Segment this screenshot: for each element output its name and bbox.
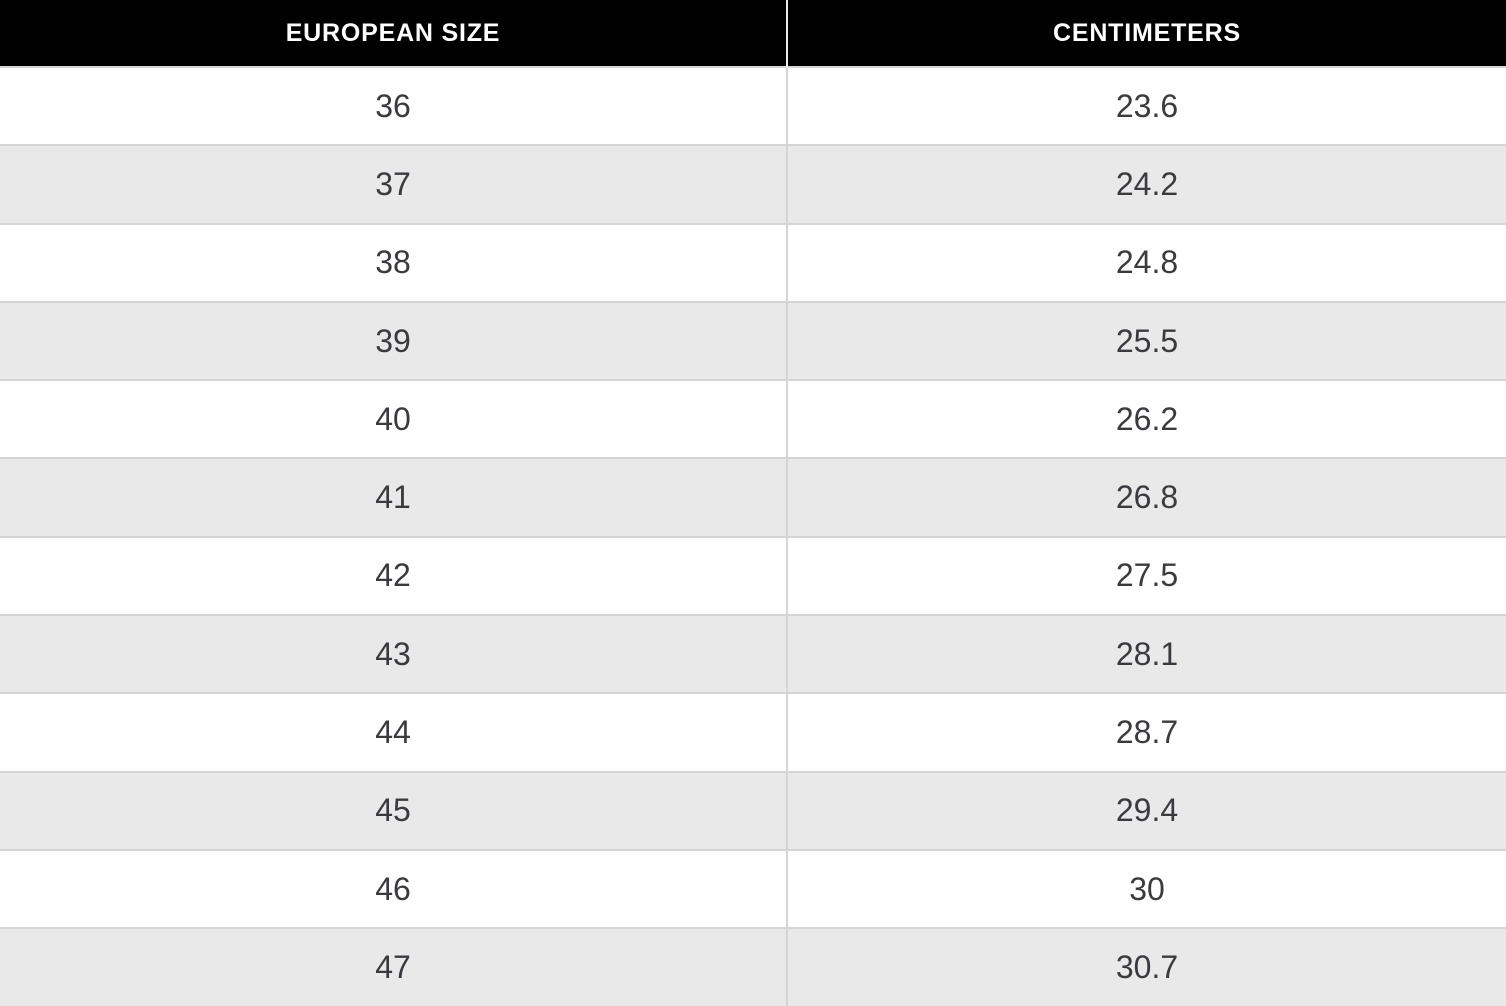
eu-size-cell: 42 xyxy=(0,535,787,616)
eu-size-cell: 41 xyxy=(0,457,787,537)
cm-cell: 26.2 xyxy=(786,379,1506,459)
eu-size-cell: 39 xyxy=(0,300,787,381)
table-row: 41 26.8 xyxy=(0,457,1506,537)
table-body: 36 23.6 37 24.2 38 24.8 39 25.5 40 26.2 41 26.8 42 27… xyxy=(0,65,1506,1006)
cm-cell: 30 xyxy=(786,848,1506,929)
table-row: 38 24.8 xyxy=(0,222,1506,302)
table-header: EUROPEAN SIZE CENTIMETERS xyxy=(0,0,1506,67)
table-row: 46 30 xyxy=(0,848,1506,929)
cm-cell: 26.8 xyxy=(786,457,1506,537)
cm-cell: 27.5 xyxy=(786,535,1506,616)
table-row: 47 30.7 xyxy=(0,927,1506,1006)
eu-size-cell: 46 xyxy=(0,848,787,929)
cm-cell: 24.8 xyxy=(786,222,1506,302)
table-row: 40 26.2 xyxy=(0,379,1506,459)
eu-size-cell: 37 xyxy=(0,144,787,224)
header-row: EUROPEAN SIZE CENTIMETERS xyxy=(0,0,1506,67)
table-row: 36 23.6 xyxy=(0,65,1506,146)
table-row: 39 25.5 xyxy=(0,300,1506,381)
eu-size-cell: 40 xyxy=(0,379,787,459)
table-row: 45 29.4 xyxy=(0,770,1506,850)
cm-cell: 23.6 xyxy=(786,65,1506,146)
cm-cell: 29.4 xyxy=(786,770,1506,850)
header-european-size: EUROPEAN SIZE xyxy=(0,0,787,67)
cm-cell: 28.1 xyxy=(786,614,1506,694)
table-row: 42 27.5 xyxy=(0,535,1506,616)
eu-size-cell: 38 xyxy=(0,222,787,302)
table-row: 44 28.7 xyxy=(0,692,1506,772)
table-row: 43 28.1 xyxy=(0,614,1506,694)
eu-size-cell: 36 xyxy=(0,65,787,146)
cm-cell: 24.2 xyxy=(786,144,1506,224)
cm-cell: 25.5 xyxy=(786,300,1506,381)
eu-size-cell: 44 xyxy=(0,692,787,772)
eu-size-cell: 47 xyxy=(0,927,787,1006)
eu-size-cell: 45 xyxy=(0,770,787,850)
eu-size-cell: 43 xyxy=(0,614,787,694)
cm-cell: 30.7 xyxy=(786,927,1506,1006)
table-row: 37 24.2 xyxy=(0,144,1506,224)
header-centimeters: CENTIMETERS xyxy=(786,0,1506,67)
cm-cell: 28.7 xyxy=(786,692,1506,772)
